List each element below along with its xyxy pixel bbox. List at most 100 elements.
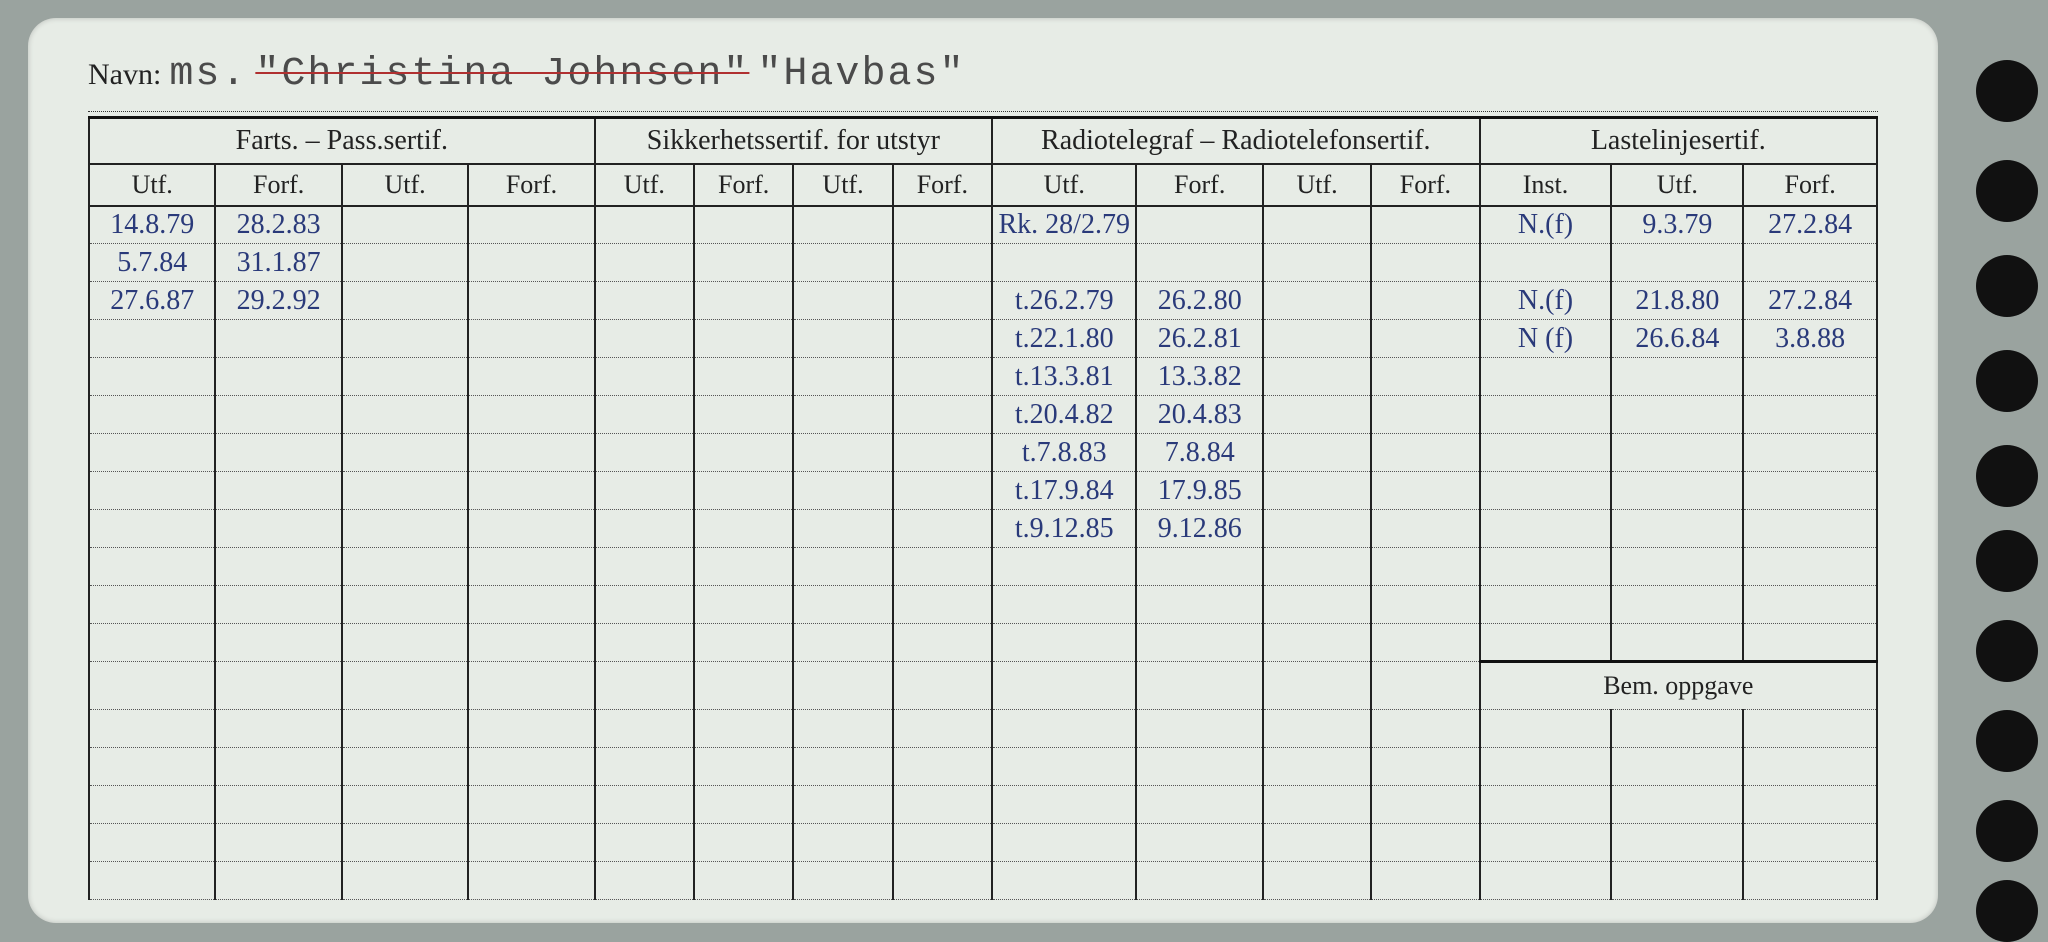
binder-holes — [1938, 0, 2048, 941]
col-utf: Utf. — [342, 164, 468, 206]
table-cell — [893, 748, 992, 786]
table-cell — [1611, 786, 1743, 824]
table-cell — [1611, 244, 1743, 282]
table-cell — [1743, 244, 1877, 282]
table-cell: 26.2.81 — [1136, 320, 1262, 358]
handwritten-value: 26.2.81 — [1158, 323, 1242, 354]
table-cell — [468, 320, 594, 358]
table-cell — [89, 434, 215, 472]
table-cell — [595, 510, 694, 548]
handwritten-value: 9.12.86 — [1158, 513, 1242, 544]
table-cell — [1611, 862, 1743, 900]
table-cell — [1480, 710, 1612, 748]
table-cell — [342, 396, 468, 434]
handwritten-value: t.26.2.79 — [1015, 285, 1114, 316]
table-cell — [893, 282, 992, 320]
table-cell — [1743, 396, 1877, 434]
section-sikkerhet: Sikkerhetssertif. for utstyr — [595, 118, 992, 164]
handwritten-value: 26.6.84 — [1635, 323, 1719, 354]
binder-hole — [1976, 255, 2038, 317]
name-row: Navn: ms. "Christina Johnsen" "Havbas" — [88, 52, 1878, 112]
handwritten-value: N.(f) — [1518, 285, 1573, 316]
table-cell — [342, 710, 468, 748]
table-row: t.22.1.8026.2.81N (f)26.6.843.8.88 — [89, 320, 1877, 358]
table-cell — [1743, 358, 1877, 396]
handwritten-value: 9.3.79 — [1642, 209, 1712, 240]
table-cell — [992, 244, 1136, 282]
table-row: t.7.8.837.8.84 — [89, 434, 1877, 472]
table-cell — [1480, 472, 1612, 510]
table-cell — [468, 396, 594, 434]
table-cell — [468, 748, 594, 786]
section-farts: Farts. – Pass.sertif. — [89, 118, 595, 164]
table-cell — [694, 748, 793, 786]
binder-hole — [1976, 620, 2038, 682]
section-radio: Radiotelegraf – Radiotelefonsertif. — [992, 118, 1480, 164]
table-cell — [1743, 434, 1877, 472]
table-cell — [595, 244, 694, 282]
table-cell — [1136, 824, 1262, 862]
col-forf: Forf. — [468, 164, 594, 206]
table-cell — [1611, 396, 1743, 434]
table-cell — [1371, 510, 1479, 548]
table-cell — [893, 624, 992, 662]
binder-hole — [1976, 530, 2038, 592]
table-cell — [342, 824, 468, 862]
table-cell — [342, 472, 468, 510]
table-cell — [1611, 472, 1743, 510]
table-cell — [793, 748, 892, 786]
table-cell — [1371, 786, 1479, 824]
table-cell — [1136, 862, 1262, 900]
table-cell — [793, 206, 892, 244]
table-cell — [1263, 624, 1371, 662]
handwritten-value: 5.7.84 — [117, 247, 187, 278]
table-cell — [215, 472, 341, 510]
table-cell — [468, 786, 594, 824]
table-cell — [215, 786, 341, 824]
table-cell — [893, 786, 992, 824]
table-cell — [595, 748, 694, 786]
handwritten-value: 13.3.82 — [1158, 361, 1242, 392]
table-cell: 13.3.82 — [1136, 358, 1262, 396]
table-cell — [1263, 586, 1371, 624]
name-struck: "Christina Johnsen" — [255, 52, 749, 97]
table-cell — [1371, 472, 1479, 510]
table-cell — [1136, 710, 1262, 748]
table-cell — [992, 586, 1136, 624]
table-cell — [1263, 786, 1371, 824]
table-cell — [1743, 624, 1877, 662]
bem-oppgave-label: Bem. oppgave — [1480, 662, 1877, 710]
table-cell — [694, 396, 793, 434]
table-cell — [1263, 710, 1371, 748]
table-cell — [215, 396, 341, 434]
table-cell: 29.2.92 — [215, 282, 341, 320]
table-cell — [342, 548, 468, 586]
table-cell — [89, 824, 215, 862]
table-cell — [342, 434, 468, 472]
table-row — [89, 624, 1877, 662]
table-cell — [694, 358, 793, 396]
table-row: t.17.9.8417.9.85 — [89, 472, 1877, 510]
table-cell — [1480, 434, 1612, 472]
table-cell — [793, 472, 892, 510]
table-cell — [89, 396, 215, 434]
table-cell — [468, 624, 594, 662]
table-cell — [1611, 824, 1743, 862]
table-cell: 27.2.84 — [1743, 282, 1877, 320]
table-cell — [1480, 244, 1612, 282]
table-cell — [893, 586, 992, 624]
col-utf: Utf. — [992, 164, 1136, 206]
table-cell — [1480, 624, 1612, 662]
table-row: t.13.3.8113.3.82 — [89, 358, 1877, 396]
table-row — [89, 586, 1877, 624]
table-row: Bem. oppgave — [89, 662, 1877, 710]
table-cell: t.22.1.80 — [992, 320, 1136, 358]
table-cell — [793, 824, 892, 862]
table-cell — [595, 206, 694, 244]
table-cell — [215, 824, 341, 862]
handwritten-value: t.20.4.82 — [1015, 399, 1114, 430]
table-cell: 26.2.80 — [1136, 282, 1262, 320]
table-cell: Rk. 28/2.79 — [992, 206, 1136, 244]
table-cell — [215, 434, 341, 472]
table-cell — [1371, 748, 1479, 786]
